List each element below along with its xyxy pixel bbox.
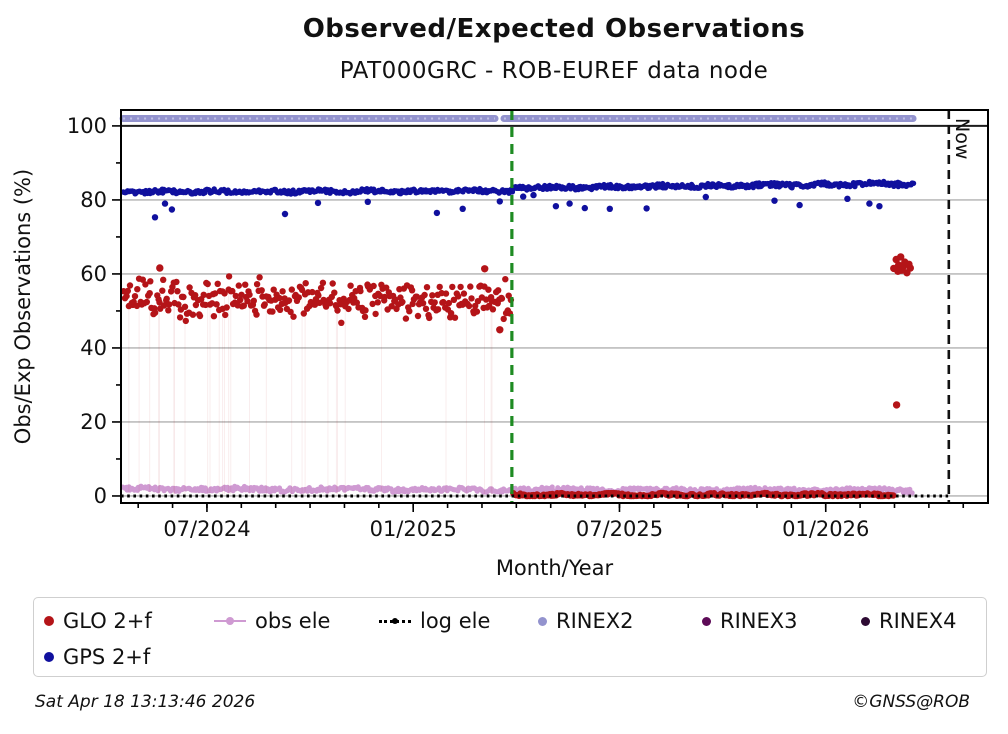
series-glo-2-f — [120, 253, 914, 500]
legend-label: obs ele — [255, 609, 331, 633]
axis-tick-labels: 07/2024 01/2025 07/2025 01/2026 0 20 40 60 80 100 — [67, 114, 869, 541]
series-gps-2-f — [120, 178, 917, 221]
x-tick-label: 01/2026 — [782, 517, 869, 541]
legend-item-rinex4: RINEX4 — [861, 608, 957, 634]
legend-item-log-ele: log ele — [379, 608, 490, 634]
y-tick-label: 40 — [80, 336, 107, 360]
legend-label: log ele — [420, 609, 491, 633]
legend-label: RINEX2 — [556, 609, 634, 633]
log-ele-dotted-line-icon — [379, 616, 411, 626]
legend-label: RINEX3 — [720, 609, 798, 633]
now-line-label: Now — [951, 118, 973, 159]
x-axis-label: Month/Year — [496, 556, 614, 580]
legend-item-rinex2: RINEX2 — [538, 608, 634, 634]
chart-title: Observed/Expected Observations — [302, 14, 806, 44]
y-tick-label: 20 — [80, 410, 107, 434]
legend-label: GLO 2+f — [63, 609, 152, 633]
y-axis-label: Obs/Exp Observations (%) — [11, 169, 35, 444]
chart-subtitle: PAT000GRC - ROB-EUREF data node — [339, 58, 769, 84]
obs-ele-line-dot-icon — [214, 616, 246, 626]
x-tick-label: 07/2025 — [576, 517, 663, 541]
legend-label: GPS 2+f — [63, 645, 151, 669]
axis-ticks — [112, 125, 965, 512]
legend-item-gps-2f: GPS 2+f — [44, 644, 150, 670]
plot-border — [120, 109, 989, 504]
chart-plot-area: Now 07/2024 01/2025 07/2025 01/2026 0 20 40 60 80… — [11, 109, 989, 580]
credit: ©GNSS@ROB — [852, 692, 970, 712]
y-tick-label: 80 — [80, 188, 107, 212]
legend: GLO 2+f obs ele log ele RINEX2 RINEX3 RI… — [33, 597, 987, 677]
legend-item-rinex3: RINEX3 — [702, 608, 798, 634]
gps-dot-icon — [44, 652, 54, 662]
timestamp: Sat Apr 18 13:13:46 2026 — [35, 692, 256, 712]
y-tick-label: 100 — [67, 114, 107, 138]
x-tick-label: 07/2024 — [163, 517, 250, 541]
x-tick-label: 01/2025 — [370, 517, 457, 541]
y-tick-label: 0 — [94, 484, 107, 508]
series-obs-ele — [120, 483, 915, 496]
rinex4-dot-icon — [861, 616, 870, 626]
legend-item-glo-2f: GLO 2+f — [44, 608, 152, 634]
glo-dot-icon — [44, 616, 54, 626]
legend-item-obs-ele: obs ele — [214, 608, 330, 634]
legend-label: RINEX4 — [879, 609, 957, 633]
rinex3-dot-icon — [702, 616, 711, 626]
rinex2-dot-icon — [538, 616, 547, 626]
y-tick-label: 60 — [80, 262, 107, 286]
